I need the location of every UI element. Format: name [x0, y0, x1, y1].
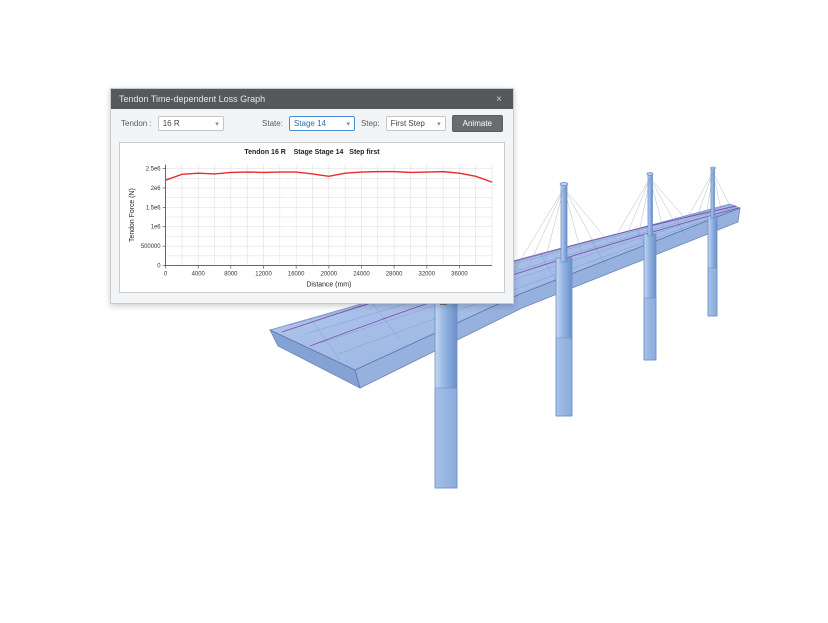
animate-button[interactable]: Animate: [452, 115, 503, 132]
svg-text:16000: 16000: [288, 271, 305, 277]
svg-text:0: 0: [164, 271, 168, 277]
chart-title-step: Step first: [349, 149, 379, 156]
svg-text:Tendon Force (N): Tendon Force (N): [129, 188, 136, 242]
svg-text:2e6: 2e6: [151, 186, 162, 192]
chevron-down-icon: ▾: [215, 120, 219, 128]
tendon-loss-dialog: Tendon Time-dependent Loss Graph × Tendo…: [110, 88, 514, 304]
svg-text:4000: 4000: [192, 271, 206, 277]
dialog-titlebar: Tendon Time-dependent Loss Graph ×: [111, 89, 513, 109]
chart-panel: Tendon 16 R Stage Stage 14 Step first 0 4…: [119, 142, 505, 293]
chevron-down-icon: ▾: [437, 120, 441, 128]
svg-text:1.5e6: 1.5e6: [146, 205, 162, 211]
svg-text:24000: 24000: [353, 271, 370, 277]
svg-text:500000: 500000: [141, 244, 161, 250]
tendon-value: 16 R: [163, 119, 180, 128]
svg-text:2.5e6: 2.5e6: [146, 167, 162, 173]
svg-text:32000: 32000: [419, 271, 436, 277]
chart-title-tendon: Tendon 16 R: [244, 149, 285, 156]
step-label: Step:: [361, 119, 380, 128]
step-value: First Step: [391, 119, 425, 128]
state-select[interactable]: Stage 14 ▾: [289, 116, 355, 131]
chart-title: Tendon 16 R Stage Stage 14 Step first: [124, 149, 500, 156]
state-value: Stage 14: [294, 119, 326, 128]
tendon-chart: 0 4000 8000 12000 16000 20000 24000 28000 32000 3…: [124, 160, 500, 290]
state-label: State:: [262, 119, 283, 128]
svg-text:12000: 12000: [255, 271, 272, 277]
svg-text:28000: 28000: [386, 271, 403, 277]
close-icon[interactable]: ×: [493, 93, 505, 105]
tendon-select[interactable]: 16 R ▾: [158, 116, 224, 131]
step-select[interactable]: First Step ▾: [386, 116, 446, 131]
svg-text:36000: 36000: [451, 271, 468, 277]
svg-text:1e6: 1e6: [151, 225, 162, 231]
svg-text:8000: 8000: [224, 271, 238, 277]
tendon-label: Tendon :: [121, 119, 152, 128]
dialog-toolbar: Tendon : 16 R ▾ State: Stage 14 ▾ Step: …: [111, 109, 513, 138]
chevron-down-icon: ▾: [346, 120, 350, 128]
dialog-title: Tendon Time-dependent Loss Graph: [119, 94, 265, 104]
svg-text:Distance (mm): Distance (mm): [306, 281, 351, 288]
chart-title-stage: Stage Stage 14: [294, 149, 344, 156]
svg-text:20000: 20000: [321, 271, 338, 277]
svg-text:0: 0: [157, 264, 161, 270]
